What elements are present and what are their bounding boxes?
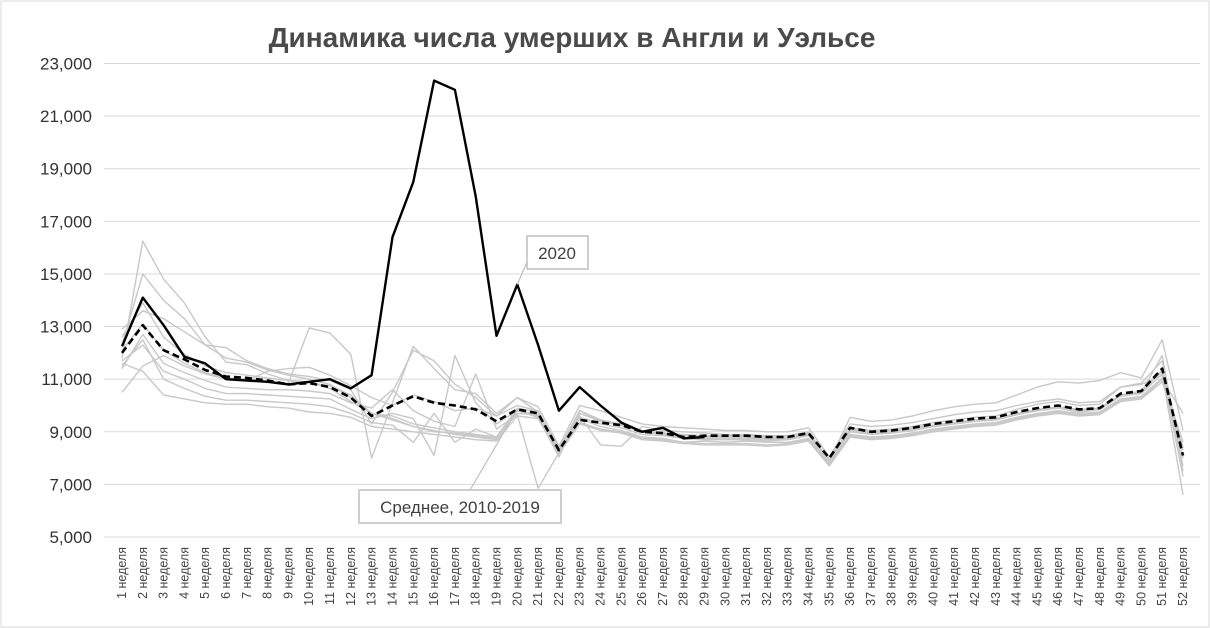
x-tick-label: 2 неделя — [136, 547, 150, 599]
x-tick-label: 51 неделя — [1155, 547, 1169, 606]
x-tick-label: 48 неделя — [1093, 547, 1107, 606]
x-tick-label: 26 неделя — [635, 547, 649, 606]
x-tick-label: 31 неделя — [739, 547, 753, 606]
y-tick-label: 15,000 — [40, 265, 92, 284]
x-tick-label: 18 неделя — [469, 547, 483, 606]
x-tick-label: 32 неделя — [760, 547, 774, 606]
x-tick-label: 10 неделя — [302, 547, 316, 606]
y-tick-label: 17,000 — [40, 212, 92, 231]
series-lines — [120, 79, 1185, 496]
x-tick-label: 15 неделя — [406, 547, 420, 606]
x-tick-label: 37 неделя — [864, 547, 878, 606]
series-year-line — [121, 354, 1184, 458]
x-tick-label: 43 неделя — [989, 547, 1003, 606]
callout-2020-leader — [516, 261, 528, 285]
y-tick-label: 9,000 — [49, 423, 92, 442]
x-tick-label: 25 неделя — [614, 547, 628, 606]
x-tick-label: 19 неделя — [489, 547, 503, 606]
series-year-line — [121, 333, 1184, 489]
callout-2020-box — [526, 235, 589, 270]
series-year-line — [121, 339, 1184, 466]
series-year-line — [121, 302, 1184, 462]
x-tick-label: 29 неделя — [698, 547, 712, 606]
callout-2020-label: 2020 — [538, 244, 576, 263]
x-tick-label: 50 неделя — [1134, 547, 1148, 606]
x-tick-label: 13 неделя — [365, 547, 379, 606]
x-tick-label: 36 неделя — [843, 547, 857, 606]
x-tick-label: 17 неделя — [448, 547, 462, 606]
x-tick-label: 20 неделя — [510, 547, 524, 606]
x-tick-label: 23 неделя — [573, 547, 587, 606]
x-tick-label: 5 неделя — [198, 547, 212, 599]
y-tick-label: 11,000 — [41, 370, 92, 389]
gridlines — [104, 63, 1200, 538]
x-tick-label: 12 неделя — [344, 547, 358, 606]
callout-average-box — [358, 489, 562, 524]
x-tick-label: 6 неделя — [219, 547, 233, 599]
x-tick-label: 1 неделя — [115, 547, 129, 599]
y-tick-label: 13,000 — [40, 318, 92, 337]
x-tick-label: 27 неделя — [656, 547, 670, 606]
x-tick-label: 52 неделя — [1176, 547, 1190, 606]
series-year-line — [121, 362, 1184, 467]
x-tick-label: 34 неделя — [802, 547, 816, 606]
x-tick-label: 14 неделя — [385, 547, 399, 606]
x-tick-label: 38 неделя — [885, 547, 899, 606]
x-tick-label: 21 неделя — [531, 547, 545, 606]
y-axis-ticks: 5,000 7,000 9,000 11,000 13,000 15,000 17,000 1… — [40, 55, 92, 548]
series-average-line — [120, 323, 1185, 460]
x-tick-label: 44 неделя — [1010, 547, 1024, 606]
y-tick-label: 19,000 — [40, 160, 92, 179]
x-tick-label: 47 неделя — [1072, 547, 1086, 606]
x-tick-label: 11 неделя — [323, 547, 337, 605]
callout-average-label: Среднее, 2010-2019 — [380, 498, 540, 517]
series-year-line — [121, 323, 1184, 467]
y-tick-label: 23,000 — [40, 55, 92, 74]
x-tick-label: 4 неделя — [177, 547, 191, 599]
x-tick-label: 46 неделя — [1051, 547, 1065, 606]
x-tick-label: 3 неделя — [157, 547, 171, 599]
x-tick-label: 41 неделя — [947, 547, 961, 606]
x-tick-label: 35 неделя — [822, 547, 836, 606]
x-tick-label: 40 неделя — [926, 547, 940, 606]
x-tick-label: 33 неделя — [781, 547, 795, 606]
x-tick-label: 45 неделя — [1030, 547, 1044, 606]
x-tick-label: 9 неделя — [281, 547, 295, 599]
series-2020-line — [120, 79, 705, 440]
y-tick-label: 7,000 — [49, 475, 92, 494]
chart-title: Динамика числа умерших в Англи и Уэльсе — [269, 22, 876, 53]
callout-2020: 2020 — [516, 235, 589, 285]
y-tick-label: 21,000 — [40, 107, 92, 126]
x-axis-ticks: 1 неделя 2 неделя 3 неделя 4 неделя 5 неделя… — [115, 547, 1190, 606]
x-tick-label: 24 неделя — [593, 547, 607, 606]
callout-average-leader — [469, 409, 518, 491]
x-tick-label: 39 неделя — [906, 547, 920, 606]
x-tick-label: 8 неделя — [261, 547, 275, 599]
x-tick-label: 49 неделя — [1114, 547, 1128, 606]
x-tick-label: 30 неделя — [718, 547, 732, 606]
x-tick-label: 7 неделя — [240, 547, 254, 599]
x-tick-label: 16 неделя — [427, 547, 441, 606]
x-tick-label: 28 неделя — [677, 547, 691, 606]
x-tick-label: 42 неделя — [968, 547, 982, 606]
y-tick-label: 5,000 — [49, 528, 92, 547]
x-tick-label: 22 неделя — [552, 547, 566, 606]
callouts: 2020 Среднее, 2010-2019 — [358, 235, 589, 524]
callout-average: Среднее, 2010-2019 — [358, 409, 562, 524]
series-year-line — [121, 344, 1184, 496]
